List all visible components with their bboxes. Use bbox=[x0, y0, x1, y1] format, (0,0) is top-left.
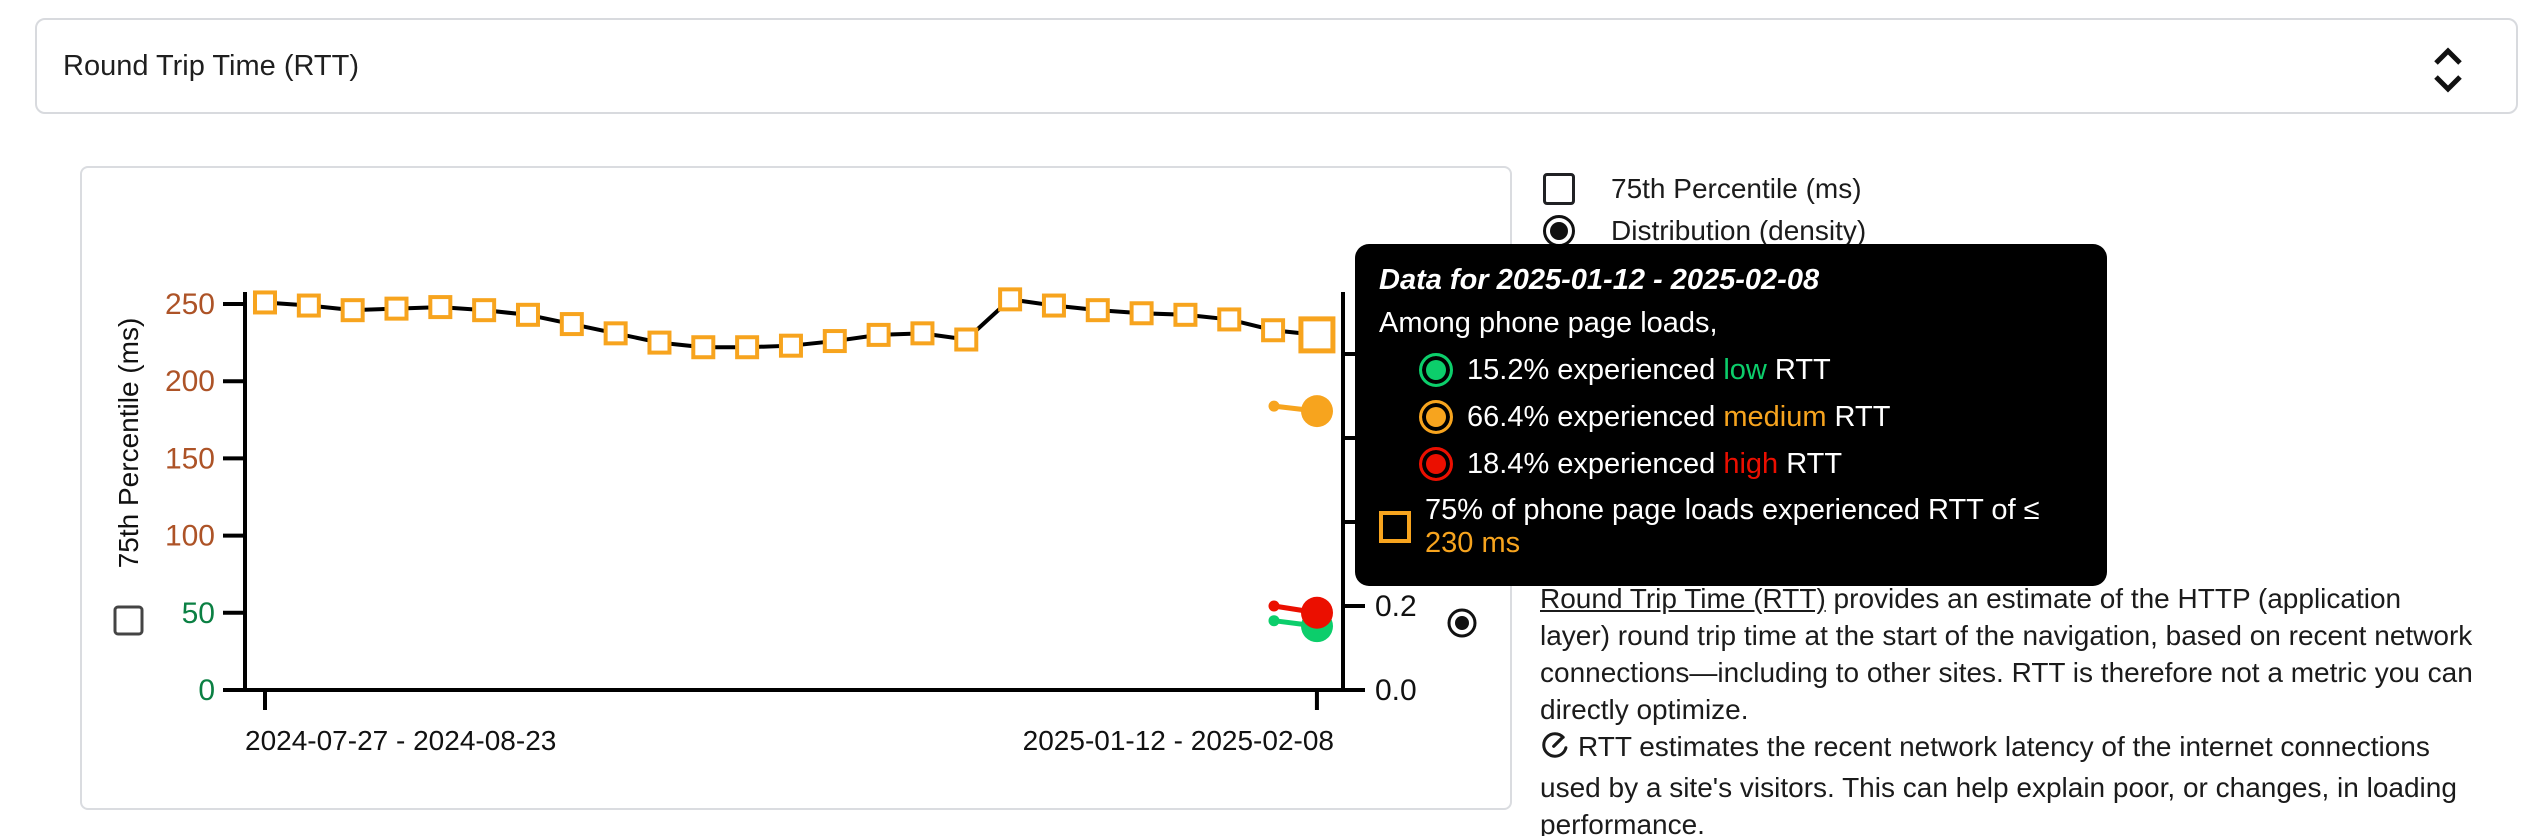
data-point-marker[interactable] bbox=[866, 322, 891, 347]
data-point-marker[interactable] bbox=[910, 321, 935, 346]
data-point-marker[interactable] bbox=[1261, 318, 1286, 343]
data-point-marker[interactable] bbox=[954, 327, 979, 352]
rtt-description: Round Trip Time (RTT) provides an estima… bbox=[1540, 580, 2478, 728]
data-point-marker[interactable] bbox=[559, 312, 584, 337]
distribution-point-medium[interactable] bbox=[1268, 395, 1334, 428]
data-point-marker[interactable] bbox=[647, 330, 672, 355]
legend-75th-percentile[interactable]: 75th Percentile (ms) bbox=[1543, 168, 1866, 210]
legend-distribution[interactable]: Distribution (density) bbox=[1543, 210, 1866, 252]
tooltip-row: 15.2% experienced low RTT bbox=[1419, 353, 2079, 387]
tooltip-row: 75% of phone page loads experienced RTT … bbox=[1379, 494, 2079, 560]
data-point-marker[interactable] bbox=[1041, 293, 1066, 318]
data-point-marker[interactable] bbox=[603, 321, 628, 346]
data-point-marker[interactable] bbox=[735, 335, 760, 360]
metric-select[interactable]: Round Trip Time (RTT) bbox=[35, 18, 2518, 114]
density-tick-label: 0.0 bbox=[1375, 674, 1417, 707]
y-tick-label: 200 bbox=[165, 365, 215, 398]
distribution-point-high[interactable] bbox=[1268, 596, 1334, 629]
high-rating-dot-icon bbox=[1419, 447, 1453, 481]
y-tick-label: 150 bbox=[165, 442, 215, 475]
tooltip-title: Data for 2025-01-12 - 2025-02-08 bbox=[1379, 264, 1820, 296]
data-point-marker[interactable] bbox=[340, 298, 365, 323]
metric-select-label: Round Trip Time (RTT) bbox=[63, 49, 359, 82]
rtt-chart-card: 0501001502002500.00.20.40.60.82024-07-27… bbox=[80, 166, 1512, 810]
gauge-icon bbox=[1540, 732, 1570, 766]
data-point-marker[interactable] bbox=[472, 298, 497, 323]
legend-distribution-label: Distribution (density) bbox=[1611, 215, 1867, 246]
rtt-description-text: provides an estimate of the HTTP (applic… bbox=[1540, 583, 2473, 725]
data-point-marker[interactable] bbox=[1173, 302, 1198, 327]
tooltip-row: 66.4% experienced medium RTT bbox=[1419, 400, 2079, 434]
y-tick-label: 0 bbox=[198, 674, 215, 707]
data-point-marker[interactable] bbox=[384, 296, 409, 321]
data-point-marker[interactable] bbox=[1129, 301, 1154, 326]
data-tooltip: Data for 2025-01-12 - 2025-02-08 Among p… bbox=[1355, 244, 2107, 586]
data-point-marker[interactable] bbox=[1085, 298, 1110, 323]
chevron-up-down-icon bbox=[2428, 44, 2468, 101]
checkbox-icon bbox=[113, 605, 144, 636]
rtt-docs-link[interactable]: Round Trip Time (RTT) bbox=[1540, 583, 1826, 614]
tooltip-row: 18.4% experienced high RTT bbox=[1419, 447, 2079, 481]
tooltip-rows: 15.2% experienced low RTT 66.4% experienc… bbox=[1379, 353, 2079, 560]
chart-legend: 75th Percentile (ms) Distribution (densi… bbox=[1543, 168, 1866, 252]
tooltip-subtitle: Among phone page loads, bbox=[1379, 307, 1718, 339]
tooltip-row-text: 66.4% experienced medium RTT bbox=[1467, 400, 1891, 433]
rtt-explainer-text: RTT estimates the recent network latency… bbox=[1540, 731, 2457, 836]
tooltip-row-text: 75% of phone page loads experienced RTT … bbox=[1425, 494, 2040, 559]
percentile-square-icon bbox=[1379, 511, 1411, 543]
data-point-marker[interactable] bbox=[253, 290, 277, 315]
selected-data-point-marker[interactable] bbox=[1298, 316, 1336, 354]
y-tick-label: 50 bbox=[182, 597, 215, 630]
tooltip-row-text: 18.4% experienced high RTT bbox=[1467, 447, 1843, 480]
rtt-chart: 0501001502002500.00.20.40.60.82024-07-27… bbox=[113, 287, 1478, 756]
data-point-marker[interactable] bbox=[822, 329, 847, 354]
data-point-marker[interactable] bbox=[778, 333, 803, 358]
radio-selected-icon bbox=[1543, 215, 1575, 247]
svg-text:75th Percentile (ms): 75th Percentile (ms) bbox=[113, 318, 144, 569]
density-tick-label: 0.2 bbox=[1375, 590, 1417, 623]
data-point-marker[interactable] bbox=[691, 335, 716, 360]
y-tick-label: 100 bbox=[165, 520, 215, 553]
legend-75th-percentile-label: 75th Percentile (ms) bbox=[1611, 173, 1862, 204]
data-point-marker[interactable] bbox=[998, 287, 1023, 312]
tooltip-row-text: 15.2% experienced low RTT bbox=[1467, 353, 1831, 386]
x-tick-label-first: 2024-07-27 - 2024-08-23 bbox=[245, 725, 556, 756]
checkbox-icon bbox=[1543, 173, 1575, 205]
rtt-explainer: RTT estimates the recent network latency… bbox=[1540, 728, 2478, 836]
data-point-marker[interactable] bbox=[1217, 307, 1242, 332]
y-tick-label: 250 bbox=[165, 288, 215, 321]
y-axis-title-75th-percentile[interactable]: 75th Percentile (ms) bbox=[113, 318, 144, 636]
data-point-marker[interactable] bbox=[515, 302, 540, 327]
low-rating-dot-icon bbox=[1419, 353, 1453, 387]
x-tick-label-last: 2025-01-12 - 2025-02-08 bbox=[1023, 725, 1334, 756]
medium-rating-dot-icon bbox=[1419, 400, 1453, 434]
data-point-marker[interactable] bbox=[296, 293, 321, 318]
data-point-marker[interactable] bbox=[428, 295, 453, 320]
